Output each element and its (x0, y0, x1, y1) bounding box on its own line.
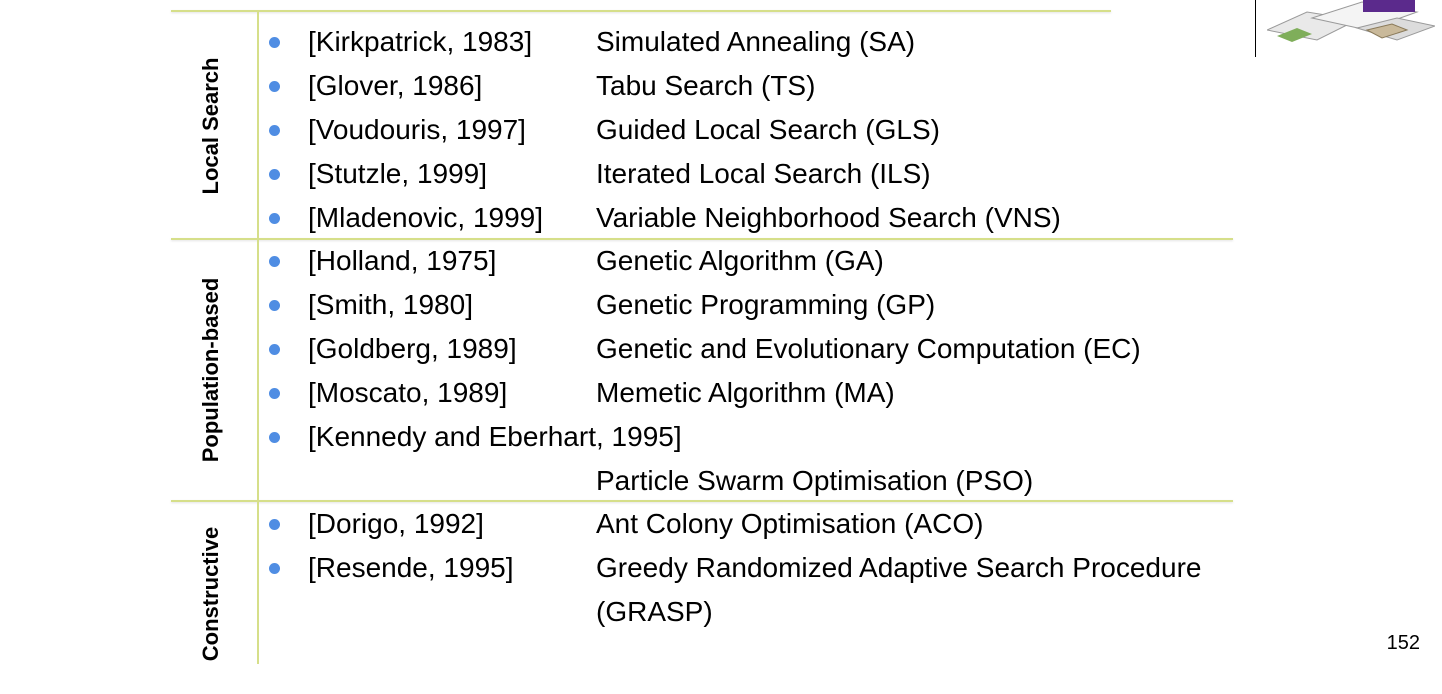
table-row: [Holland, 1975] Genetic Algorithm (GA) (0, 245, 1300, 289)
category-column-rule (257, 12, 259, 664)
reference: [Smith, 1980] (308, 289, 473, 320)
reference: [Holland, 1975] (308, 245, 497, 276)
table-top-rule (171, 10, 1111, 12)
algorithm: Variable Neighborhood Search (VNS) (596, 202, 1061, 233)
table-row: [Glover, 1986] Tabu Search (TS) (0, 70, 1300, 114)
algorithm: Guided Local Search (GLS) (596, 114, 940, 145)
reference: [Glover, 1986] (308, 70, 483, 101)
bullet-icon (269, 519, 280, 530)
table-row: [Stutzle, 1999] Iterated Local Search (I… (0, 158, 1300, 202)
algorithm: (GRASP) (596, 596, 713, 627)
bullet-icon (269, 169, 280, 180)
reference: [Stutzle, 1999] (308, 158, 488, 189)
reference: [Dorigo, 1992] (308, 508, 484, 539)
section-divider-1 (171, 238, 1233, 240)
bullet-icon (269, 37, 280, 48)
table-row: [Moscato, 1989] Memetic Algorithm (MA) (0, 377, 1300, 421)
reference: [Mladenovic, 1999] (308, 202, 544, 233)
bullet-icon (269, 344, 280, 355)
algorithm: Particle Swarm Optimisation (PSO) (596, 465, 1034, 496)
table-row: [Smith, 1980] Genetic Programming (GP) (0, 289, 1300, 333)
algorithm: Tabu Search (TS) (596, 70, 816, 101)
bullet-icon (269, 388, 280, 399)
header-divider (1255, 0, 1256, 57)
table-row: Particle Swarm Optimisation (PSO) (0, 465, 1300, 509)
reference: [Kennedy and Eberhart, 1995] (308, 421, 682, 452)
bullet-icon (269, 563, 280, 574)
bullet-icon (269, 256, 280, 267)
reference: [Moscato, 1989] (308, 377, 508, 408)
reference: [Kirkpatrick, 1983] (308, 26, 533, 57)
bullet-icon (269, 213, 280, 224)
table-row: [Dorigo, 1992] Ant Colony Optimisation (… (0, 508, 1300, 552)
table-row: [Kennedy and Eberhart, 1995] (0, 421, 1300, 465)
algorithm: Ant Colony Optimisation (ACO) (596, 508, 984, 539)
table-row: [Goldberg, 1989] Genetic and Evolutionar… (0, 333, 1300, 377)
table-row: [Voudouris, 1997] Guided Local Search (G… (0, 114, 1300, 158)
algorithm: Iterated Local Search (ILS) (596, 158, 931, 189)
table-row: [Resende, 1995] Greedy Randomized Adapti… (0, 552, 1300, 596)
bullet-icon (269, 81, 280, 92)
algorithm: Simulated Annealing (SA) (596, 26, 916, 57)
reference: [Resende, 1995] (308, 552, 514, 583)
bullet-icon (269, 432, 280, 443)
table-row: [Mladenovic, 1999] Variable Neighborhood… (0, 202, 1300, 246)
reference: [Goldberg, 1989] (308, 333, 517, 364)
table-row: [Kirkpatrick, 1983] Simulated Annealing … (0, 26, 1300, 70)
algorithm: Memetic Algorithm (MA) (596, 377, 895, 408)
algorithm: Genetic and Evolutionary Computation (EC… (596, 333, 1141, 364)
table-row: (GRASP) (0, 596, 1300, 640)
bullet-icon (269, 300, 280, 311)
algorithm: Genetic Programming (GP) (596, 289, 936, 320)
bullet-icon (269, 125, 280, 136)
page-number: 152 (1386, 632, 1420, 654)
section-divider-2 (171, 500, 1233, 502)
decorative-image (1267, 0, 1435, 42)
reference: [Voudouris, 1997] (308, 114, 526, 145)
algorithm: Genetic Algorithm (GA) (596, 245, 884, 276)
algorithm: Greedy Randomized Adaptive Search Proced… (596, 552, 1202, 583)
